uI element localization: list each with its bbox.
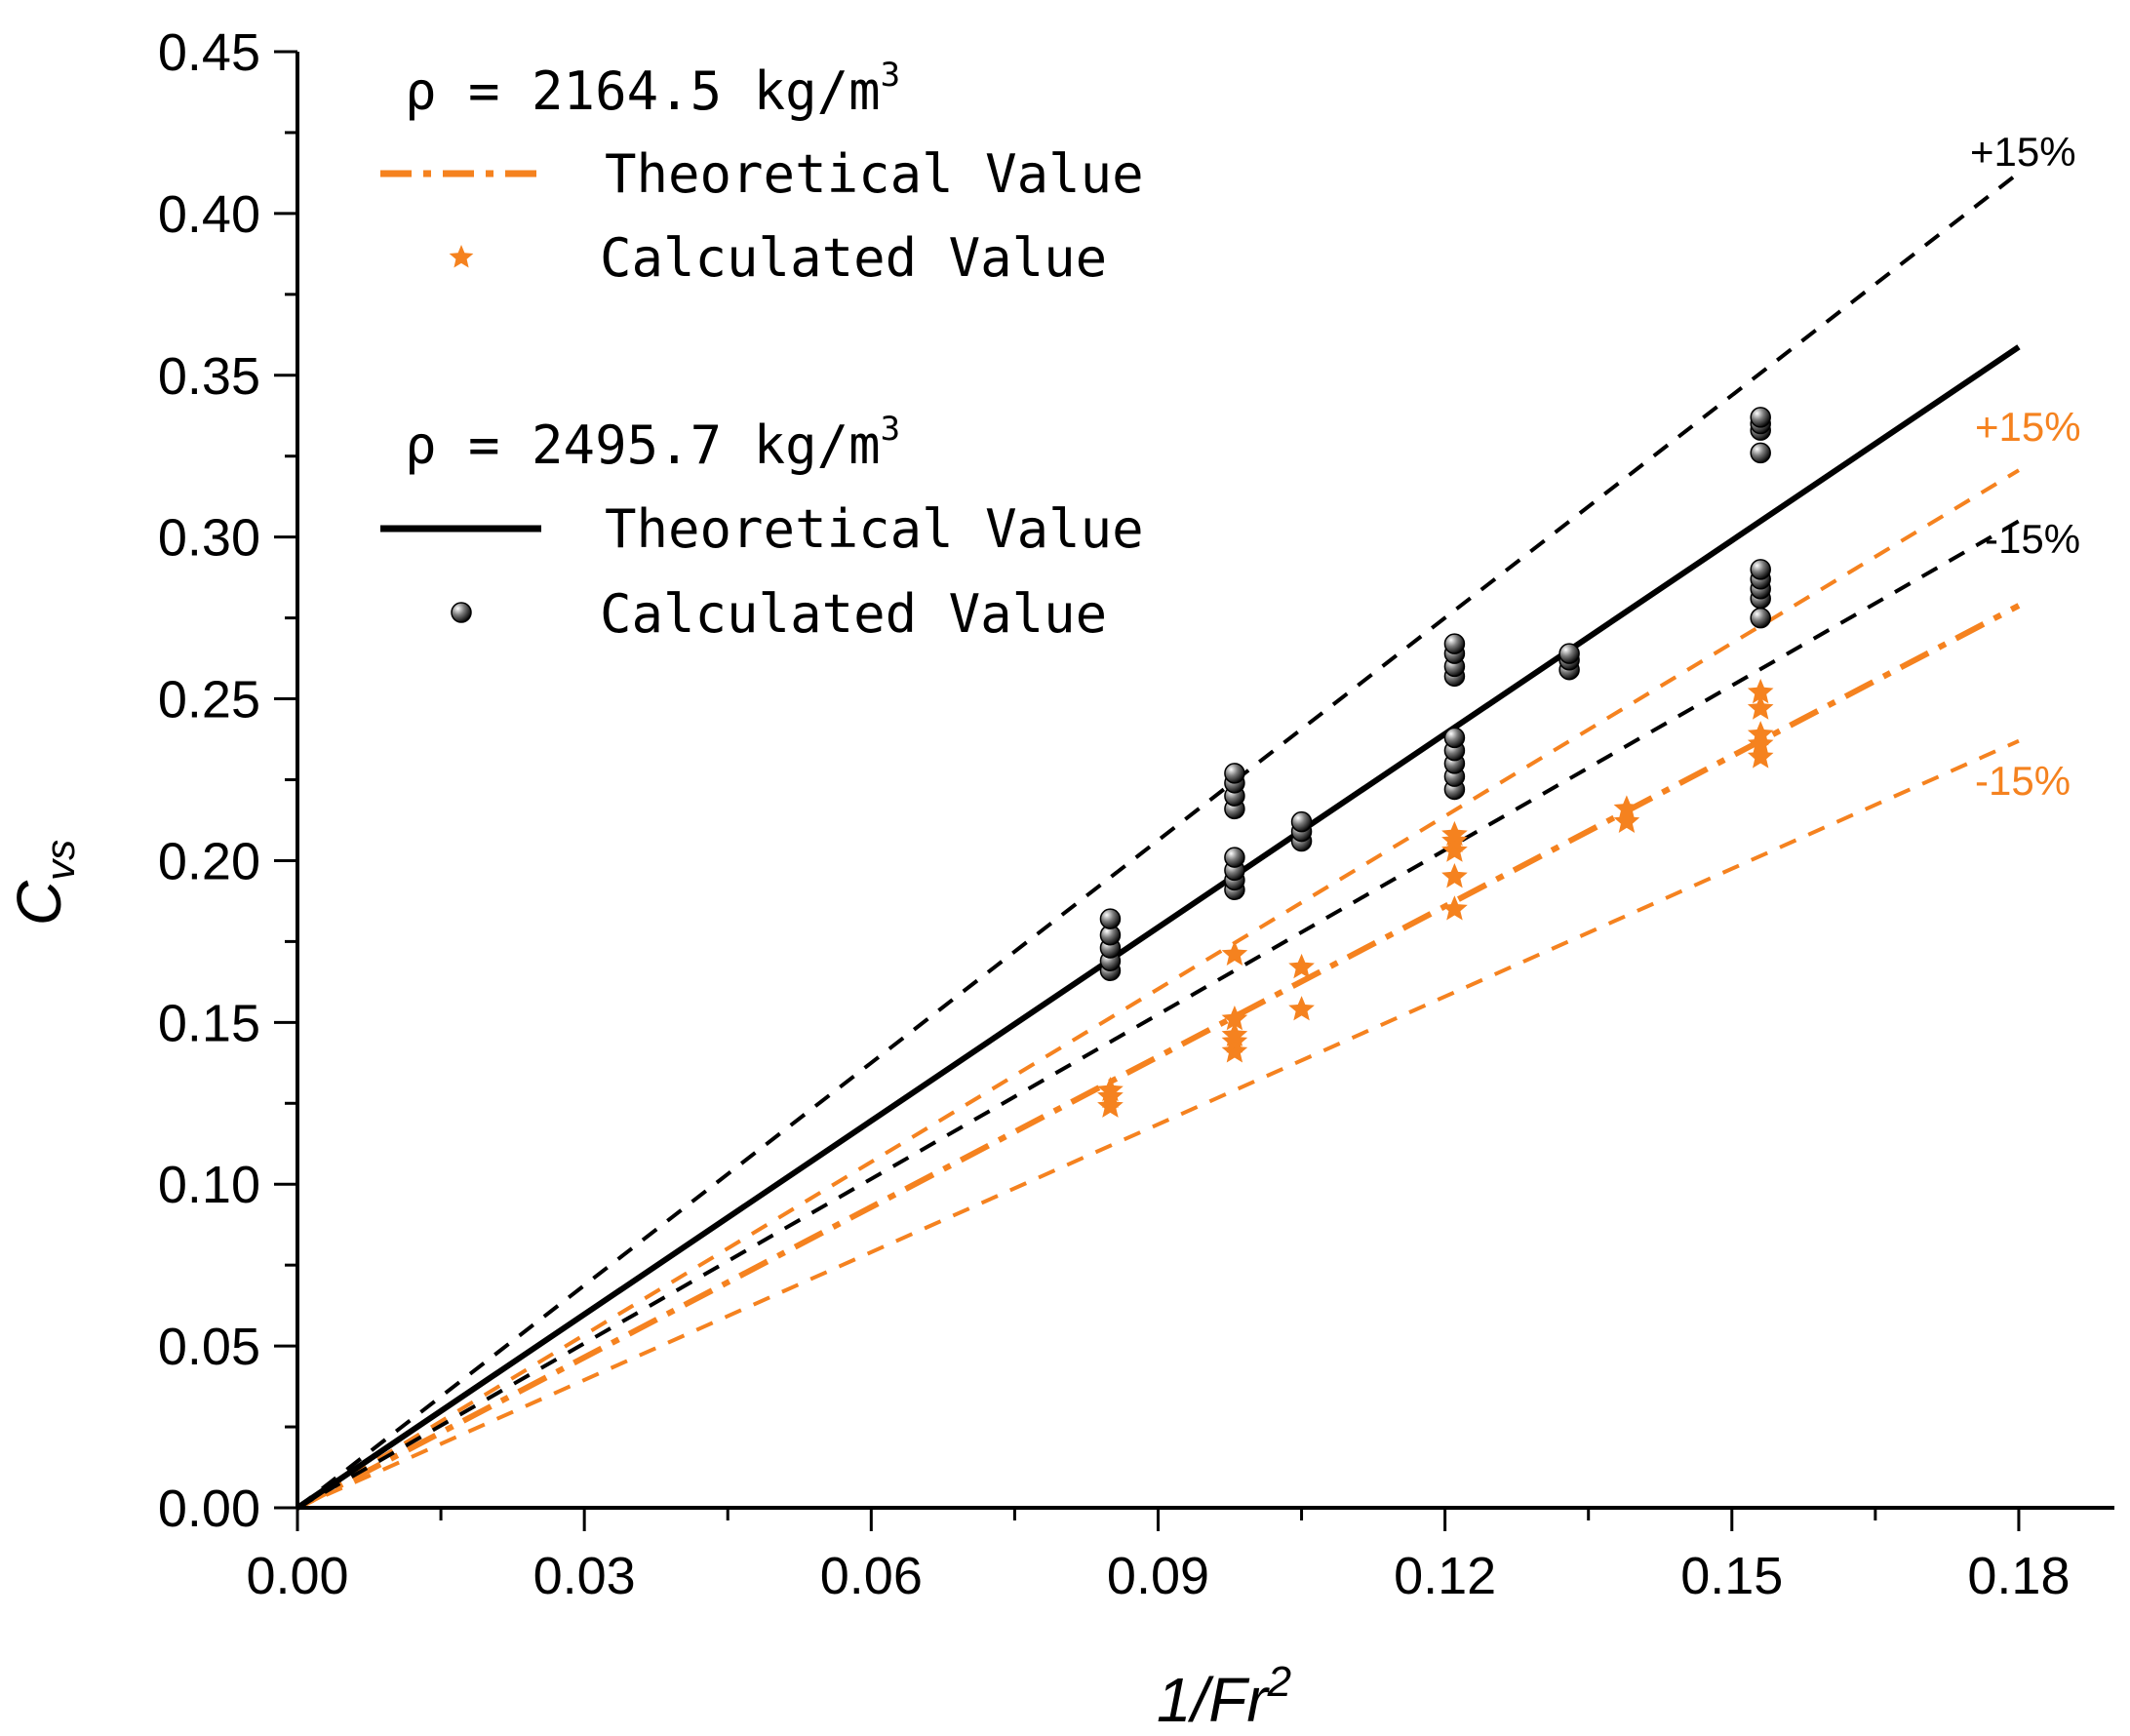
star-point <box>1288 996 1315 1020</box>
legend-star-shape <box>450 245 474 268</box>
axes: 0.00 0.03 0.06 0.09 0.12 0.15 0.18 0.00 0.05 0.10… <box>158 23 2114 1605</box>
x-tick-label: 0.09 <box>1107 1547 1209 1605</box>
plus15-label-1: +15% <box>1970 129 2076 175</box>
y-tick-label: 0.15 <box>158 994 260 1052</box>
legend-ball-marker <box>452 603 471 622</box>
theory-lines <box>297 173 2019 1508</box>
ball-point <box>1292 812 1312 832</box>
star-point <box>1748 695 1774 720</box>
plus15-line-1 <box>297 173 2019 1508</box>
ball-point <box>1751 443 1770 462</box>
minus15-line-0 <box>297 741 2019 1508</box>
ball-point <box>1751 408 1770 427</box>
y-tick-label: 0.45 <box>158 23 260 82</box>
band-labels: +15% -15% +15% -15% <box>1970 129 2081 804</box>
x-tick-label: 0.15 <box>1680 1547 1783 1605</box>
minus15-label-0: -15% <box>1975 758 2071 804</box>
x-tick-label: 0.06 <box>820 1547 923 1605</box>
x-tick-label: 0.12 <box>1394 1547 1496 1605</box>
legend-ball-shape <box>452 603 471 622</box>
y-tick-label: 0.25 <box>158 671 260 730</box>
legend-theoretical-2: Theoretical Value <box>605 498 1144 560</box>
y-tick-label: 0.35 <box>158 347 260 406</box>
ball-point <box>1444 634 1464 653</box>
ball-point <box>1225 764 1244 783</box>
y-tick-label: 0.10 <box>158 1156 260 1214</box>
ball-point <box>1751 609 1770 628</box>
legend-star-marker <box>450 245 474 268</box>
legend-density-1: ρ = 2164.5 kg/m3 <box>405 56 900 122</box>
ball-point <box>1444 728 1464 747</box>
x-tick-label: 0.03 <box>533 1547 636 1605</box>
y-axis-title: Cvs <box>4 840 83 926</box>
legend-calculated-2: Calculated Value <box>600 583 1107 645</box>
legend-density-2: ρ = 2495.7 kg/m3 <box>405 410 900 476</box>
y-tick-label: 0.40 <box>158 185 260 244</box>
legend: ρ = 2164.5 kg/m3 Theoretical Value Calcu… <box>380 56 1144 645</box>
ball-point <box>1225 848 1244 867</box>
legend-calculated-1: Calculated Value <box>600 227 1107 289</box>
minus15-label-1: -15% <box>1985 516 2080 562</box>
minus15-line-1 <box>297 521 2019 1508</box>
x-tick-label: 0.18 <box>1967 1547 2070 1605</box>
ball-point <box>1559 644 1579 663</box>
legend-theoretical-1: Theoretical Value <box>605 143 1144 205</box>
x-axis-title: 1/Fr2 <box>1157 1658 1291 1735</box>
theory-line-1 <box>297 347 2019 1508</box>
ball-point <box>1751 560 1770 579</box>
y-tick-label: 0.00 <box>158 1480 260 1538</box>
y-tick-label: 0.05 <box>158 1318 260 1376</box>
y-tick-label: 0.20 <box>158 832 260 890</box>
ball-point <box>1100 909 1120 928</box>
star-point <box>1441 863 1468 888</box>
plus15-label-0: +15% <box>1975 404 2081 450</box>
y-tick-label: 0.30 <box>158 509 260 568</box>
star-point <box>1222 941 1248 966</box>
data-points <box>1097 408 1773 1118</box>
chart: 0.00 0.03 0.06 0.09 0.12 0.15 0.18 0.00 0.05 0.10… <box>0 0 2130 1736</box>
x-tick-label: 0.00 <box>246 1547 348 1605</box>
